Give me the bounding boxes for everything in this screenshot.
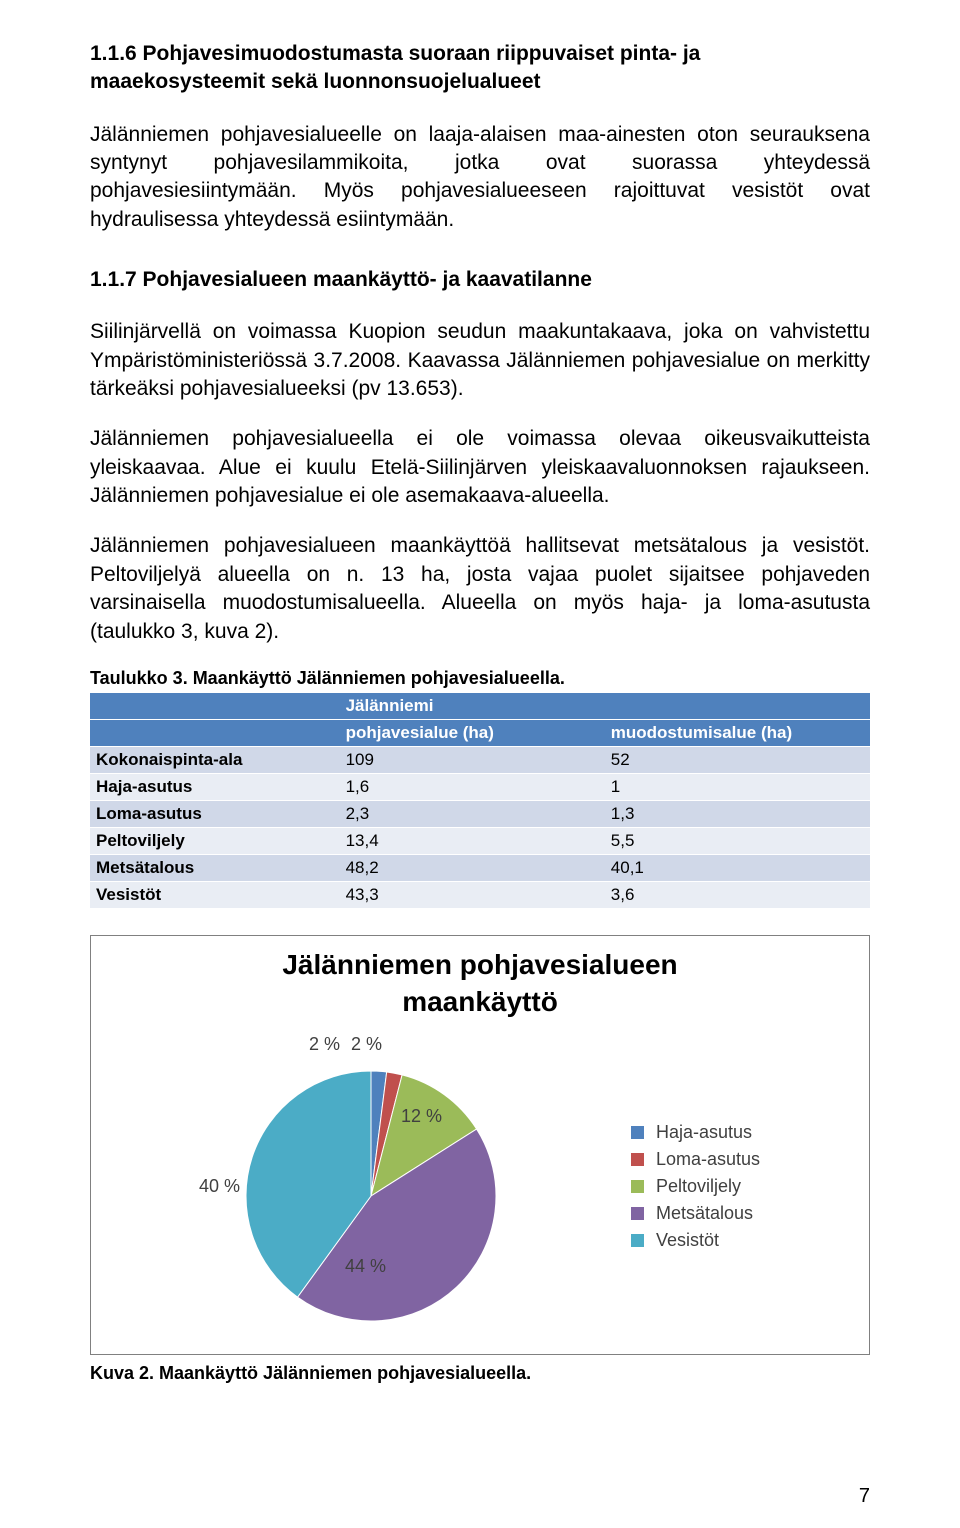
section-2-heading: 1.1.7 Pohjavesialueen maankäyttö- ja kaa… bbox=[90, 266, 870, 294]
table-row: Loma-asutus2,31,3 bbox=[90, 800, 870, 827]
chart-title-line-2: maankäyttö bbox=[91, 985, 869, 1019]
page-number: 7 bbox=[859, 1485, 870, 1508]
legend-item: Vesistöt bbox=[631, 1230, 760, 1251]
legend-label: Metsätalous bbox=[656, 1203, 753, 1224]
pie-slice-label: 2 % bbox=[309, 1034, 340, 1055]
pie-wrap bbox=[241, 1066, 501, 1326]
legend-label: Loma-asutus bbox=[656, 1149, 760, 1170]
pie-slice-label: 12 % bbox=[401, 1106, 442, 1127]
legend-swatch bbox=[631, 1153, 644, 1166]
table-row: Metsätalous48,240,1 bbox=[90, 854, 870, 881]
legend-label: Vesistöt bbox=[656, 1230, 719, 1251]
figure-caption: Kuva 2. Maankäyttö Jälänniemen pohjavesi… bbox=[90, 1363, 870, 1384]
chart-title-line-1: Jälänniemen pohjavesialueen bbox=[91, 948, 869, 982]
table-cell: 13,4 bbox=[340, 827, 605, 854]
table-cell: 43,3 bbox=[340, 881, 605, 908]
table-cell: Kokonaispinta-ala bbox=[90, 746, 340, 773]
legend-swatch bbox=[631, 1180, 644, 1193]
pie-chart bbox=[241, 1066, 501, 1326]
legend-swatch bbox=[631, 1126, 644, 1139]
section-2-paragraph-2: Jälänniemen pohjavesialueella ei ole voi… bbox=[90, 425, 870, 510]
table-cell: Haja-asutus bbox=[90, 773, 340, 800]
pie-slice-label: 2 % bbox=[351, 1034, 382, 1055]
table-header-top: Jälänniemi bbox=[340, 693, 870, 720]
table-cell: 52 bbox=[605, 746, 870, 773]
legend-item: Haja-asutus bbox=[631, 1122, 760, 1143]
table-cell: Peltoviljely bbox=[90, 827, 340, 854]
section-2-paragraph-1: Siilinjärvellä on voimassa Kuopion seudu… bbox=[90, 318, 870, 403]
legend-item: Peltoviljely bbox=[631, 1176, 760, 1197]
table-row: Peltoviljely13,45,5 bbox=[90, 827, 870, 854]
legend-label: Haja-asutus bbox=[656, 1122, 752, 1143]
table-row: Kokonaispinta-ala10952 bbox=[90, 746, 870, 773]
table-cell: Vesistöt bbox=[90, 881, 340, 908]
legend-label: Peltoviljely bbox=[656, 1176, 741, 1197]
table-cell: 40,1 bbox=[605, 854, 870, 881]
chart-legend: Haja-asutus Loma-asutus Peltoviljely Metsät… bbox=[631, 1116, 760, 1257]
section-2-paragraph-3: Jälänniemen pohjavesialueen maankäyttöä … bbox=[90, 532, 870, 645]
table-column-header: muodostumisalue (ha) bbox=[605, 719, 870, 746]
table-row: Vesistöt43,33,6 bbox=[90, 881, 870, 908]
legend-item: Loma-asutus bbox=[631, 1149, 760, 1170]
table-column-header: pohjavesialue (ha) bbox=[340, 719, 605, 746]
section-1-paragraph: Jälänniemen pohjavesialueelle on laaja-a… bbox=[90, 121, 870, 234]
table-row: Haja-asutus1,61 bbox=[90, 773, 870, 800]
pie-slice-label: 44 % bbox=[345, 1256, 386, 1277]
table-cell: 1,3 bbox=[605, 800, 870, 827]
table-cell: 48,2 bbox=[340, 854, 605, 881]
table-cell: 1,6 bbox=[340, 773, 605, 800]
table-cell: Metsätalous bbox=[90, 854, 340, 881]
legend-swatch bbox=[631, 1234, 644, 1247]
legend-item: Metsätalous bbox=[631, 1203, 760, 1224]
table-cell: 5,5 bbox=[605, 827, 870, 854]
table-caption: Taulukko 3. Maankäyttö Jälänniemen pohja… bbox=[90, 668, 870, 689]
pie-slice-label: 40 % bbox=[199, 1176, 240, 1197]
table-cell: 2,3 bbox=[340, 800, 605, 827]
legend-swatch bbox=[631, 1207, 644, 1220]
landuse-table: Jälänniemipohjavesialue (ha)muodostumisa… bbox=[90, 693, 870, 909]
table-cell: 1 bbox=[605, 773, 870, 800]
section-1-heading: 1.1.6 Pohjavesimuodostumasta suoraan rii… bbox=[90, 40, 870, 97]
table-cell: 109 bbox=[340, 746, 605, 773]
table-cell: Loma-asutus bbox=[90, 800, 340, 827]
pie-chart-container: Jälänniemen pohjavesialueen maankäyttö 2… bbox=[90, 935, 870, 1355]
table-column-header bbox=[90, 719, 340, 746]
table-cell: 3,6 bbox=[605, 881, 870, 908]
